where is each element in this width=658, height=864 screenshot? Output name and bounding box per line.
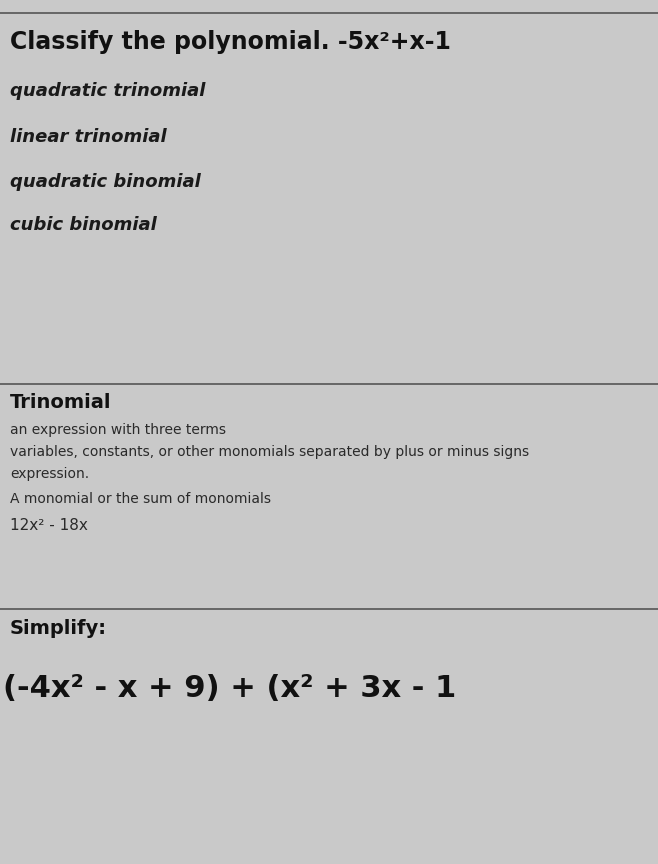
Text: Trinomial: Trinomial [10,393,111,412]
Text: expression.: expression. [10,467,89,480]
Text: 12x² - 18x: 12x² - 18x [10,518,88,533]
Text: quadratic binomial: quadratic binomial [10,173,201,191]
Text: (-4x² - x + 9) + (x² + 3x - 1: (-4x² - x + 9) + (x² + 3x - 1 [3,674,457,703]
Text: linear trinomial: linear trinomial [10,128,166,146]
Text: cubic binomial: cubic binomial [10,216,157,234]
Text: Simplify:: Simplify: [10,619,107,638]
Text: an expression with three terms: an expression with three terms [10,423,226,437]
Text: quadratic trinomial: quadratic trinomial [10,82,205,100]
Text: Classify the polynomial. -5x²+x-1: Classify the polynomial. -5x²+x-1 [10,30,451,54]
Text: A monomial or the sum of monomials: A monomial or the sum of monomials [10,492,271,506]
Text: variables, constants, or other monomials separated by plus or minus signs: variables, constants, or other monomials… [10,445,529,459]
